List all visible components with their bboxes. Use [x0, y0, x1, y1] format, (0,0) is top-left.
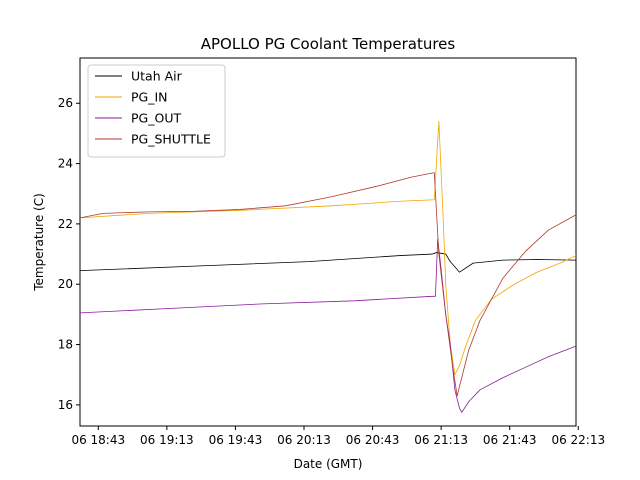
legend-label: PG_OUT	[131, 111, 181, 126]
x-tick-label: 06 18:43	[71, 433, 125, 447]
y-tick-label: 24	[58, 157, 73, 171]
x-tick-label: 06 21:43	[483, 433, 537, 447]
x-tick-label: 06 21:13	[414, 433, 468, 447]
x-tick-label: 06 22:13	[551, 433, 605, 447]
x-axis-title: Date (GMT)	[294, 457, 363, 471]
legend-label: Utah Air	[131, 69, 183, 84]
y-tick-label: 16	[58, 398, 73, 412]
legend-label: PG_IN	[131, 90, 168, 105]
y-tick-label: 18	[58, 338, 73, 352]
x-tick-label: 06 19:13	[140, 433, 194, 447]
series-line-pg-in	[79, 120, 577, 376]
chart-title: APOLLO PG Coolant Temperatures	[201, 35, 456, 53]
x-tick-label: 06 20:43	[346, 433, 400, 447]
x-tick-label: 06 20:13	[277, 433, 331, 447]
legend: Utah Air PG_IN PG_OUT PG_SHUTTLE	[87, 64, 226, 158]
series-lines	[79, 120, 577, 413]
y-tick-label: 22	[58, 217, 73, 231]
y-tick-label: 26	[58, 96, 73, 110]
y-tick-label: 20	[58, 277, 73, 291]
series-line-utah-air	[79, 252, 577, 273]
series-line-pg-out	[79, 238, 577, 413]
legend-label: PG_SHUTTLE	[131, 132, 211, 147]
plot-frame	[79, 57, 577, 427]
y-axis: 16 18 20 22 24 26	[58, 96, 80, 412]
x-axis: 06 18:43 06 19:13 06 19:43 06 20:13 06 20:43…	[71, 426, 605, 447]
x-tick-label: 06 19:43	[209, 433, 263, 447]
legend-box	[87, 64, 226, 158]
series-line-pg-shuttle	[79, 172, 577, 397]
y-axis-title: Temperature (C)	[32, 193, 46, 292]
